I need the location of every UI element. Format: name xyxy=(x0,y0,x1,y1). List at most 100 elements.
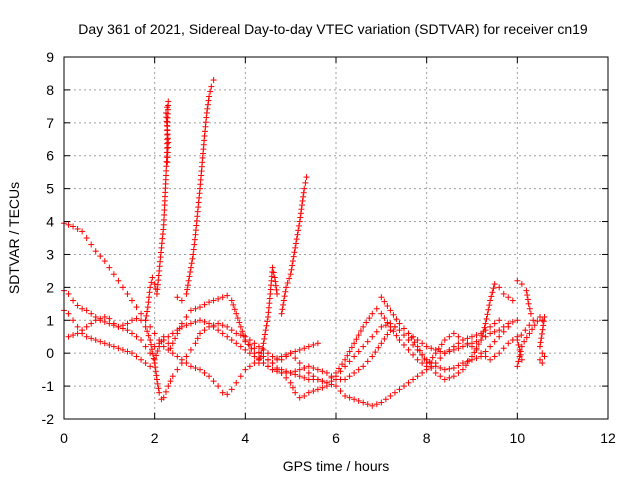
data-point xyxy=(148,346,155,353)
data-point xyxy=(515,341,522,348)
data-point xyxy=(479,332,486,339)
data-point xyxy=(419,351,426,358)
data-point xyxy=(165,383,172,390)
data-point xyxy=(292,244,299,251)
data-point xyxy=(384,303,391,310)
y-axis-label: SDTVAR / TECUs xyxy=(6,182,22,294)
data-point xyxy=(369,310,376,317)
data-point xyxy=(342,376,349,383)
data-point xyxy=(482,333,489,340)
data-point xyxy=(351,340,358,347)
data-point xyxy=(65,221,72,228)
data-point xyxy=(153,376,160,383)
data-point xyxy=(296,360,303,367)
data-point xyxy=(172,335,179,342)
data-point xyxy=(115,323,122,330)
data-point xyxy=(206,320,213,327)
data-point xyxy=(148,279,155,286)
data-point xyxy=(106,315,113,322)
data-point xyxy=(151,330,158,337)
data-point xyxy=(387,323,394,330)
data-point xyxy=(183,290,190,297)
data-point xyxy=(147,350,154,357)
y-tick-label: 4 xyxy=(46,214,54,230)
data-point xyxy=(351,396,358,403)
data-point xyxy=(393,316,400,323)
data-point xyxy=(333,369,339,376)
data-point xyxy=(310,373,317,380)
data-point xyxy=(486,302,493,309)
data-point xyxy=(491,320,498,327)
data-point xyxy=(438,341,445,348)
data-point xyxy=(183,322,190,329)
data-point xyxy=(255,360,262,367)
data-point xyxy=(156,340,163,347)
data-point xyxy=(487,330,494,337)
data-point xyxy=(491,281,498,288)
data-point xyxy=(487,297,494,304)
y-tick-label: 2 xyxy=(46,279,54,295)
data-point xyxy=(190,246,197,253)
data-point xyxy=(524,296,531,303)
data-marks xyxy=(61,77,548,409)
data-point xyxy=(538,335,545,342)
data-point xyxy=(278,353,285,360)
data-point xyxy=(260,353,267,360)
data-point xyxy=(236,319,243,326)
data-point xyxy=(390,328,397,335)
data-point xyxy=(481,324,488,331)
data-point xyxy=(301,364,308,371)
data-point xyxy=(518,281,525,288)
data-point xyxy=(296,394,303,401)
data-point xyxy=(210,77,217,84)
data-point xyxy=(482,353,489,360)
data-point xyxy=(419,360,426,367)
data-point xyxy=(265,363,271,370)
data-point xyxy=(183,360,190,367)
data-point xyxy=(301,345,308,352)
data-point xyxy=(261,335,268,342)
data-point xyxy=(153,352,160,359)
data-point xyxy=(375,344,382,351)
data-point xyxy=(437,355,444,362)
data-point xyxy=(153,372,160,379)
data-point xyxy=(149,350,156,357)
data-point xyxy=(527,310,534,317)
data-point xyxy=(323,369,330,376)
data-point xyxy=(378,294,385,301)
data-point xyxy=(539,350,546,357)
data-point xyxy=(147,337,154,344)
data-point xyxy=(70,317,77,324)
data-point xyxy=(255,343,262,350)
data-point xyxy=(514,317,521,324)
data-point xyxy=(106,341,113,348)
data-point xyxy=(292,355,299,362)
data-point xyxy=(305,343,312,350)
data-point xyxy=(83,323,90,330)
data-point xyxy=(287,271,294,278)
data-point xyxy=(258,350,265,357)
data-point xyxy=(291,249,298,256)
data-point xyxy=(164,104,171,111)
data-point xyxy=(381,298,388,305)
data-point xyxy=(264,318,271,325)
x-tick-label: 4 xyxy=(241,430,249,446)
data-point xyxy=(288,266,295,273)
data-point xyxy=(390,311,397,318)
y-tick-label: 7 xyxy=(46,115,54,131)
data-point xyxy=(299,197,306,204)
data-point xyxy=(360,323,367,330)
data-point xyxy=(194,335,201,342)
data-point xyxy=(441,337,448,344)
data-point xyxy=(297,210,304,217)
data-point xyxy=(188,260,195,267)
data-point xyxy=(314,366,321,373)
data-point xyxy=(115,345,122,352)
data-point xyxy=(319,368,326,375)
data-point xyxy=(381,315,388,322)
data-point xyxy=(278,310,285,317)
data-point xyxy=(293,236,300,243)
data-point xyxy=(287,350,294,357)
data-point xyxy=(305,363,312,370)
data-point xyxy=(142,323,149,330)
